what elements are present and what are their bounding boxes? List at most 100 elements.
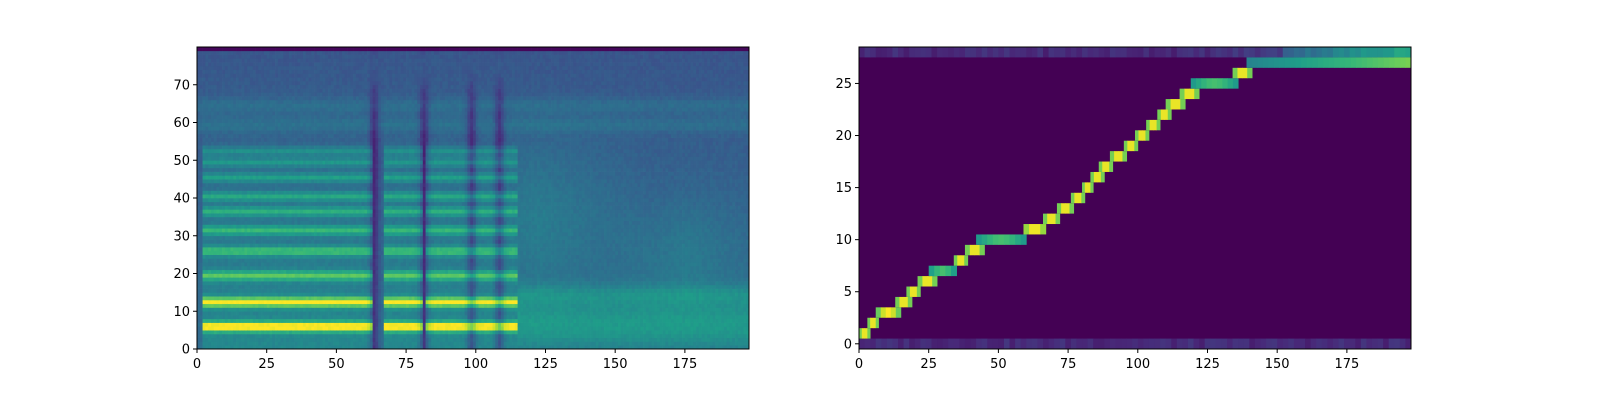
spectrogram-cell xyxy=(249,307,254,312)
spectrogram-cell xyxy=(322,307,326,312)
spectrogram-cell xyxy=(361,254,365,259)
spectrogram-cell xyxy=(311,96,315,101)
spectrogram-cell xyxy=(311,80,315,86)
spectrogram-cell xyxy=(361,190,365,195)
spectrogram-cell xyxy=(269,73,273,78)
spectrogram-cell xyxy=(249,315,254,320)
spectrogram-cell xyxy=(325,239,329,244)
spectrogram-cell xyxy=(233,194,237,199)
spectrogram-cell xyxy=(291,254,295,259)
spectrogram-cell xyxy=(249,88,254,93)
spectrogram-cell xyxy=(216,318,220,323)
spectrogram-cell xyxy=(244,258,248,263)
spectrogram-cell xyxy=(238,122,242,127)
spectrogram-cell xyxy=(244,250,248,255)
spectrogram-cell xyxy=(202,296,206,301)
spectrogram-cell xyxy=(316,224,321,229)
spectrogram-cell xyxy=(358,103,362,108)
spectrogram-cell xyxy=(222,292,226,297)
spectrogram-cell xyxy=(325,171,329,176)
spectrogram-cell xyxy=(358,118,362,123)
spectrogram-cell xyxy=(341,311,346,316)
spectrogram-cell xyxy=(241,103,245,108)
spectrogram-cell xyxy=(255,307,259,312)
spectrogram-cell xyxy=(333,220,337,225)
spectrogram-cell xyxy=(350,152,354,157)
spectrogram-cell xyxy=(319,152,323,157)
spectrogram-cell xyxy=(364,141,368,146)
spectrogram-cell xyxy=(224,247,229,252)
spectrogram-cell xyxy=(339,326,343,331)
spectrogram-cell xyxy=(344,103,348,108)
spectrogram-cell xyxy=(283,209,287,214)
spectrogram-cell xyxy=(314,50,318,55)
spectrogram-cell xyxy=(205,205,209,210)
spectrogram-cell xyxy=(358,254,362,259)
spectrogram-cell xyxy=(261,69,265,74)
spectrogram-cell xyxy=(364,292,368,297)
spectrogram-cell xyxy=(291,194,295,199)
spectrogram-cell xyxy=(219,258,223,263)
spectrogram-cell xyxy=(269,103,273,108)
spectrogram-cell xyxy=(197,231,201,237)
spectrogram-cell xyxy=(286,239,290,244)
spectrogram-cell xyxy=(344,107,348,112)
spectrogram-cell xyxy=(199,88,203,93)
spectrogram-cell xyxy=(244,92,248,97)
spectrogram-cell xyxy=(294,111,298,116)
spectrogram-cell xyxy=(202,277,206,282)
spectrogram-cell xyxy=(319,130,323,135)
spectrogram-cell xyxy=(216,201,220,206)
spectrogram-cell xyxy=(289,118,293,123)
spectrogram-cell xyxy=(300,118,304,123)
spectrogram-cell xyxy=(311,160,315,165)
spectrogram-cell xyxy=(347,186,351,191)
spectrogram-cell xyxy=(289,209,293,214)
spectrogram-cell xyxy=(244,239,248,244)
spectrogram-cell xyxy=(308,341,312,346)
spectrogram-cell xyxy=(266,213,270,218)
spectrogram-cell xyxy=(222,77,226,82)
spectrogram-cell xyxy=(341,303,346,308)
spectrogram-cell xyxy=(210,337,215,342)
spectrogram-cell xyxy=(227,269,231,274)
spectrogram-cell xyxy=(222,145,226,150)
spectrogram-cell xyxy=(238,281,242,286)
spectrogram-cell xyxy=(353,216,357,222)
spectrogram-cell xyxy=(272,141,276,146)
spectrogram-cell xyxy=(355,288,360,293)
spectrogram-cell xyxy=(219,145,223,150)
spectrogram-cell xyxy=(322,303,326,308)
spectrogram-cell xyxy=(255,247,259,252)
spectrogram-cell xyxy=(202,269,206,274)
spectrogram-cell xyxy=(358,201,362,206)
spectrogram-cell xyxy=(222,303,226,308)
spectrogram-cell xyxy=(297,77,301,82)
spectrogram-cell xyxy=(319,281,323,286)
spectrogram-cell xyxy=(344,96,348,101)
spectrogram-cell xyxy=(297,148,301,154)
spectrogram-cell xyxy=(364,62,368,67)
spectrogram-cell xyxy=(277,337,281,342)
spectrogram-cell xyxy=(294,190,298,195)
spectrogram-cell xyxy=(322,198,326,203)
spectrogram-cell xyxy=(353,288,357,293)
spectrogram-cell xyxy=(347,96,351,101)
spectrogram-cell xyxy=(219,54,223,59)
spectrogram-cell xyxy=(347,190,351,195)
spectrogram-cell xyxy=(244,50,248,55)
spectrogram-cell xyxy=(222,326,226,331)
spectrogram-cell xyxy=(336,182,340,188)
spectrogram-cell xyxy=(202,54,206,59)
spectrogram-cell xyxy=(216,65,220,71)
spectrogram-cell xyxy=(358,84,362,89)
spectrogram-cell xyxy=(350,231,354,237)
spectrogram-cell xyxy=(266,254,270,259)
spectrogram-cell xyxy=(328,228,332,233)
spectrogram-cell xyxy=(311,77,315,82)
spectrogram-cell xyxy=(364,84,368,89)
spectrogram-cell xyxy=(341,47,346,52)
spectrogram-cell xyxy=(263,330,268,335)
spectrogram-cell xyxy=(316,318,321,323)
spectrogram-cell xyxy=(266,145,270,150)
